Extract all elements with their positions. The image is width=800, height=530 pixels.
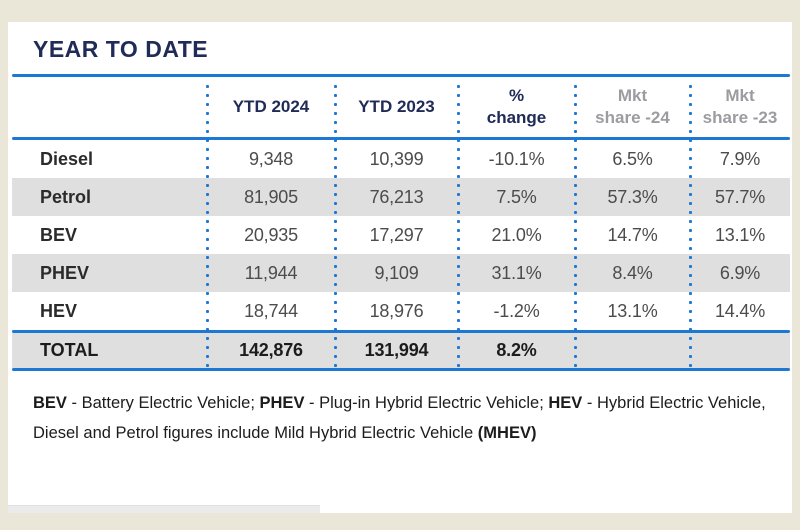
row-label: HEV [40,300,78,321]
footnote-text: - Hybrid Electric Vehicle, [582,394,766,412]
ytd-2024-value: 9,348 [248,148,294,169]
mkt-share-23-value: 13.1% [714,224,766,245]
header-line: share -24 [595,108,670,127]
header-line: YTD 2024 [232,97,310,116]
header-line: change [486,108,547,127]
header-divider-line [12,137,790,140]
table-row-petrol: Petrol 81,905 76,213 7.5% 57.3% 57.7% [12,178,790,216]
ytd-2024-value: 18,744 [244,300,298,321]
row-label: TOTAL [40,340,99,360]
header-line: Mkt [725,86,755,105]
ytd-2023-value: 9,109 [374,262,419,283]
mkt-share-24-value: 13.1% [607,300,658,321]
table-row-diesel: Diesel 9,348 10,399 -10.1% 6.5% 7.9% [12,140,790,178]
footnote-term-bev: BEV [33,394,67,412]
row-label: Petrol [40,186,92,207]
total-top-line [12,330,790,333]
mkt-share-24-value: 57.3% [607,186,658,207]
footnote-term-hev: HEV [548,394,583,412]
ytd-2023-value: 76,213 [369,186,424,207]
mkt-share-23-value: 6.9% [719,262,761,283]
ytd-2023-value: 18,976 [369,300,424,321]
pct-change-value: 7.5% [496,186,537,207]
table-row-hev: HEV 18,744 18,976 -1.2% 13.1% 14.4% [12,292,790,330]
table-row-bev: BEV 20,935 17,297 21.0% 14.7% 13.1% [12,216,790,254]
header-line: % [508,86,525,105]
mkt-share-24-value: 14.7% [607,224,658,245]
ytd-table: YTD 2024 YTD 2023 % change Mkt share -24 M… [12,74,790,448]
ytd-2024-value: 11,944 [244,262,298,283]
footnote-text: - Battery Electric Vehicle; [66,394,260,412]
pct-change-value: -10.1% [488,148,545,169]
ytd-2023-value: 10,399 [369,148,424,169]
footnote-text: Diesel and Petrol figures include Mild H… [33,424,478,442]
ytd-2023-value: 131,994 [364,340,429,360]
title-underline [12,74,790,77]
header-line: YTD 2023 [358,97,435,116]
ytd-2024-value: 20,935 [244,224,298,245]
table-header-row: YTD 2024 YTD 2023 % change Mkt share -24 M… [12,77,790,137]
mkt-share-24-value: 6.5% [612,148,653,169]
header-ytd-2024: YTD 2024 [207,96,335,118]
pct-change-value: -1.2% [493,300,540,321]
mkt-share-24-value: 8.4% [612,262,653,283]
mkt-share-23-value: 14.4% [714,300,766,321]
row-label: PHEV [40,262,90,283]
ytd-2023-value: 17,297 [369,224,424,245]
header-pct-change: % change [458,85,575,129]
header-mkt-share-23: Mkt share -23 [690,85,790,129]
header-mkt-share-24: Mkt share -24 [575,85,690,129]
mkt-share-23-value: 7.9% [719,148,761,169]
header-ytd-2023: YTD 2023 [335,96,458,118]
table-row-total: TOTAL 142,876 131,994 8.2% [12,333,790,368]
row-label: BEV [40,224,78,245]
pct-change-value: 31.1% [491,262,542,283]
pct-change-value: 8.2% [496,340,537,360]
table-footnote: BEV - Battery Electric Vehicle; PHEV - P… [33,388,778,448]
header-line: share -23 [702,108,778,127]
ytd-2024-value: 142,876 [239,340,303,360]
ytd-2024-value: 81,905 [244,186,298,207]
pct-change-value: 21.0% [491,224,542,245]
table-grid: YTD 2024 YTD 2023 % change Mkt share -24 M… [12,77,790,371]
page-title: YEAR TO DATE [33,36,209,62]
horizontal-scrollbar[interactable] [8,505,320,513]
table-row-phev: PHEV 11,944 9,109 31.1% 8.4% 6.9% [12,254,790,292]
header-line: Mkt [617,86,648,105]
footnote-term-mhev: (MHEV) [477,424,537,442]
footnote-term-phev: PHEV [259,394,305,412]
total-bottom-line [12,368,790,371]
footnote-text: - Plug-in Hybrid Electric Vehicle; [304,394,549,412]
mkt-share-23-value: 57.7% [714,186,766,207]
data-panel: YEAR TO DATE YTD 2024 YTD 2023 % change M… [8,22,792,513]
row-label: Diesel [40,148,94,169]
